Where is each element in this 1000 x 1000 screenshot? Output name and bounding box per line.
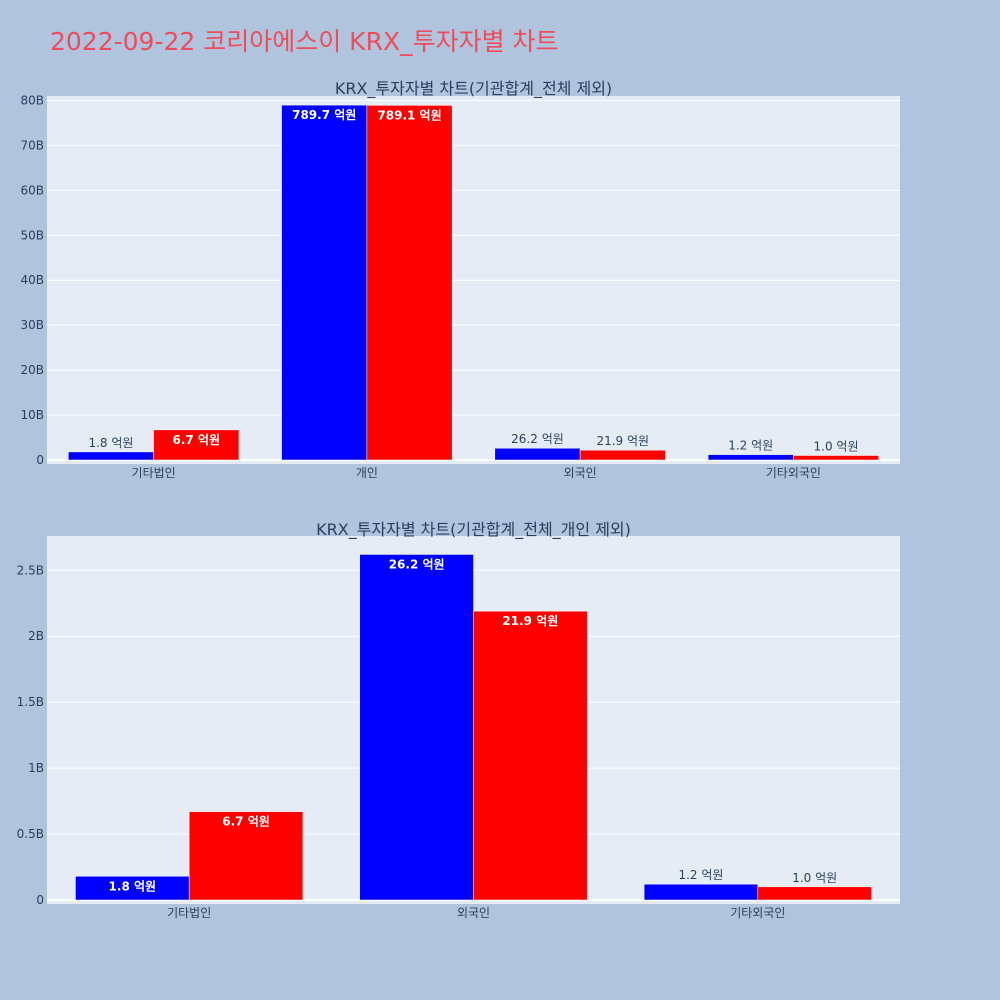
bar-data-label: 6.7 억원 xyxy=(222,815,270,829)
bar-red xyxy=(793,455,879,461)
bar-data-label: 1.0 억원 xyxy=(814,440,859,454)
chart-title: KRX_투자자별 차트(기관합계_전체 제외) xyxy=(335,79,612,99)
bar-data-label: 789.1 억원 xyxy=(377,108,441,122)
bar-data-label: 1.8 억원 xyxy=(109,879,157,893)
y-tick-label: 1.5B xyxy=(17,695,44,709)
bar-blue xyxy=(494,447,581,461)
bar-blue xyxy=(281,104,368,461)
y-tick-label: 20B xyxy=(20,363,44,377)
y-tick-label: 40B xyxy=(20,273,44,287)
bar-blue xyxy=(707,454,794,461)
y-tick-label: 2.5B xyxy=(17,563,44,577)
bar-data-label: 1.2 억원 xyxy=(678,868,723,882)
y-tick-label: 70B xyxy=(20,138,44,152)
y-tick-label: 60B xyxy=(20,183,44,197)
x-tick-label: 기타외국인 xyxy=(730,906,785,920)
bar-data-label: 1.0 억원 xyxy=(792,871,837,885)
chart-title: KRX_투자자별 차트(기관합계_전체_개인 제외) xyxy=(316,520,631,540)
bar-red xyxy=(366,105,453,461)
bar-red xyxy=(757,886,872,901)
y-tick-label: 50B xyxy=(20,228,44,242)
page-title: 2022-09-22 코리아에스이 KRX_투자자별 차트 xyxy=(50,27,559,56)
chart-1: KRX_투자자별 차트(기관합계_전체 제외) 0 10B 20B 30B 40B 50B 6… xyxy=(20,79,900,480)
y-tick-label: 0 xyxy=(36,893,44,907)
y-tick-label: 0.5B xyxy=(17,827,44,841)
bar-data-label: 21.9 억원 xyxy=(502,614,558,628)
y-tick-label: 0 xyxy=(36,453,44,467)
y-tick-label: 80B xyxy=(20,93,44,107)
bar-red xyxy=(473,610,588,901)
bar-data-label: 21.9 억원 xyxy=(596,434,649,448)
bar-blue xyxy=(359,554,474,901)
bar-data-label: 789.7 억원 xyxy=(292,108,356,122)
bar-blue xyxy=(68,451,154,461)
bar-data-label: 1.8 억원 xyxy=(88,436,133,450)
y-tick-label: 1B xyxy=(28,761,44,775)
y-tick-label: 10B xyxy=(20,408,44,422)
bar-data-label: 26.2 억원 xyxy=(511,432,564,446)
bar-data-label: 6.7 억원 xyxy=(173,433,221,447)
bar-red xyxy=(153,429,240,461)
bar-data-label: 1.2 억원 xyxy=(728,439,773,453)
bar-red xyxy=(579,449,666,461)
x-tick-label: 기타법인 xyxy=(167,906,211,920)
bar-blue xyxy=(643,883,759,901)
y-tick-label: 30B xyxy=(20,318,44,332)
bar-red xyxy=(188,811,304,901)
chart-2: KRX_투자자별 차트(기관합계_전체_개인 제외) 0 0.5B 1B 1.5B 2B 2… xyxy=(17,520,900,920)
bar-data-label: 26.2 억원 xyxy=(389,557,445,571)
x-tick-label: 개인 xyxy=(356,466,378,480)
y-tick-label: 2B xyxy=(28,629,44,643)
x-tick-label: 기타법인 xyxy=(132,466,176,480)
x-tick-label: 외국인 xyxy=(564,466,597,480)
x-tick-label: 외국인 xyxy=(457,906,490,920)
x-tick-label: 기타외국인 xyxy=(766,466,821,480)
